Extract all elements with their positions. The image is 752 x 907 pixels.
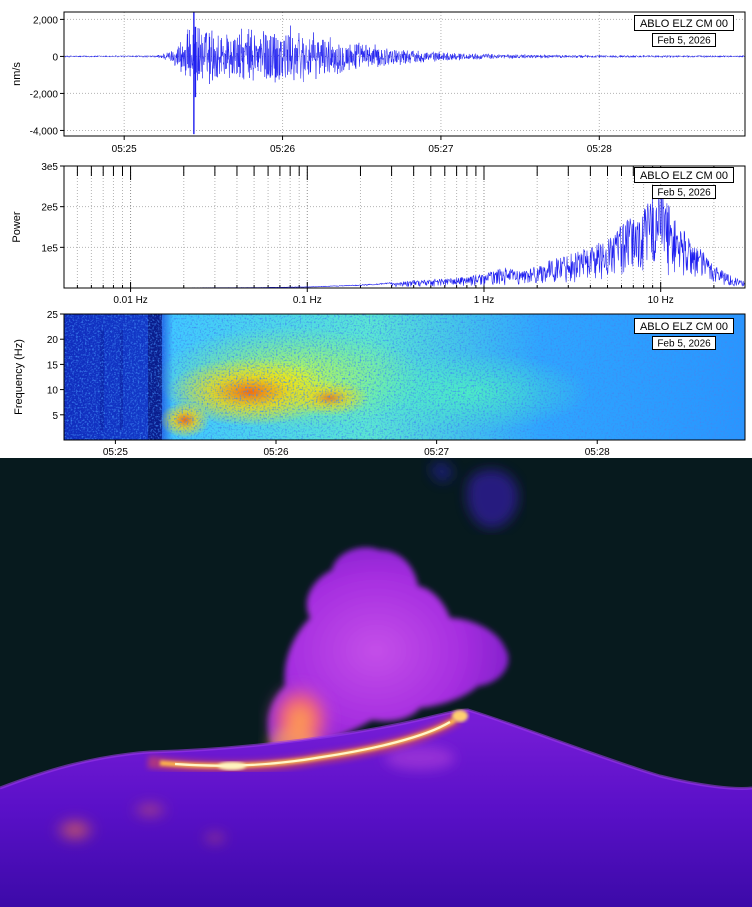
spectrogram-date-text: Feb 5, 2026	[657, 339, 711, 350]
spectrum-plot-area	[64, 166, 745, 288]
spectrum-x-tick-label: 0.1 Hz	[293, 295, 322, 306]
seismogram-x-tick-label: 05:27	[428, 144, 453, 155]
spectrogram-image	[64, 314, 745, 440]
spectrum-y-tick-label: 1e5	[41, 243, 58, 254]
seismogram-y-tick-label: -2,000	[30, 89, 59, 100]
seismogram-x-tick-label: 05:26	[270, 144, 295, 155]
seismogram-x-tick-label: 05:28	[587, 144, 612, 155]
seismogram-x-tick-label: 05:25	[112, 144, 137, 155]
spectrum-y-ticks: 3e5 2e5 1e5	[41, 162, 64, 254]
spectrum-x-ticks: 0.01 Hz 0.1 Hz 1 Hz 10 Hz	[113, 288, 674, 306]
seismogram-y-ticks: 2,000 0 -2,000 -4,000	[30, 15, 64, 137]
spectrogram-frame	[63, 313, 746, 441]
spectrogram-station-text: ABLO ELZ CM 00	[640, 321, 728, 333]
spectrogram-x-tick-label: 05:28	[585, 447, 610, 458]
seismogram-y-tick-label: 2,000	[33, 15, 58, 26]
ground-hotspots	[53, 746, 455, 846]
spectrum-station-label: ABLO ELZ CM 00	[634, 167, 734, 183]
spectrum-x-tick-label: 10 Hz	[648, 295, 674, 306]
seismogram-y-tick-label: -4,000	[30, 126, 59, 137]
spectrogram-ylabel: Frequency (Hz)	[13, 339, 25, 415]
spectrogram-y-tick-label: 20	[47, 335, 59, 346]
spectrogram-y-tick-label: 5	[52, 411, 58, 422]
spectrogram-y-tick-label: 15	[47, 360, 59, 371]
seismogram-frame	[63, 11, 746, 137]
seismogram-trace	[64, 25, 745, 85]
spectrogram-x-tick-label: 05:25	[103, 447, 128, 458]
seismogram-station-label: ABLO ELZ CM 00	[634, 15, 734, 31]
spectrum-x-tick-label: 1 Hz	[474, 295, 495, 306]
seismogram-date-label: Feb 5, 2026	[652, 33, 716, 47]
spectrogram-x-tick-label: 05:27	[424, 447, 449, 458]
seismogram-x-ticks: 05:25 05:26 05:27 05:28	[112, 136, 612, 155]
spectrum-x-tick-label: 0.01 Hz	[113, 295, 147, 306]
spectrum-date-label: Feb 5, 2026	[652, 185, 716, 199]
spectrum-ylabel: Power	[11, 211, 23, 243]
lava-glow-line	[147, 710, 468, 773]
seismogram-date-text: Feb 5, 2026	[657, 36, 711, 47]
thermal-camera-image	[0, 458, 752, 907]
spectrum-station-text: ABLO ELZ CM 00	[640, 170, 728, 182]
spectrogram-date-label: Feb 5, 2026	[652, 336, 716, 350]
spectrogram-panel: 25 20 15 10 5 05:25 05:26 05:27 05:28 Frequency…	[0, 306, 752, 458]
spectrogram-y-tick-label: 25	[47, 310, 59, 321]
spectrogram-y-tick-label: 10	[47, 386, 59, 397]
seismogram-y-tick-label: 0	[52, 52, 58, 63]
seismogram-plot-area	[64, 12, 745, 136]
volcano-slope	[0, 708, 752, 907]
spectrum-date-text: Feb 5, 2026	[657, 188, 711, 199]
spectrogram-y-ticks: 25 20 15 10 5	[47, 310, 64, 422]
spectrogram-station-label: ABLO ELZ CM 00	[634, 318, 734, 334]
spectrum-y-tick-label: 2e5	[41, 203, 58, 214]
faint-upper-plume	[430, 461, 519, 529]
spectrum-y-tick-label: 3e5	[41, 162, 58, 173]
seismogram-station-text: ABLO ELZ CM 00	[640, 18, 728, 30]
spectrum-panel: 3e5 2e5 1e5 0.01 Hz 0.1 Hz 1 Hz 10 Hz Power A…	[0, 153, 752, 306]
spectrogram-x-tick-label: 05:26	[263, 447, 288, 458]
spectrum-frame	[63, 165, 746, 289]
spectrogram-x-ticks: 05:25 05:26 05:27 05:28	[103, 440, 610, 458]
seismogram-ylabel: nm/s	[11, 62, 23, 86]
seismogram-spikes	[193, 12, 197, 135]
